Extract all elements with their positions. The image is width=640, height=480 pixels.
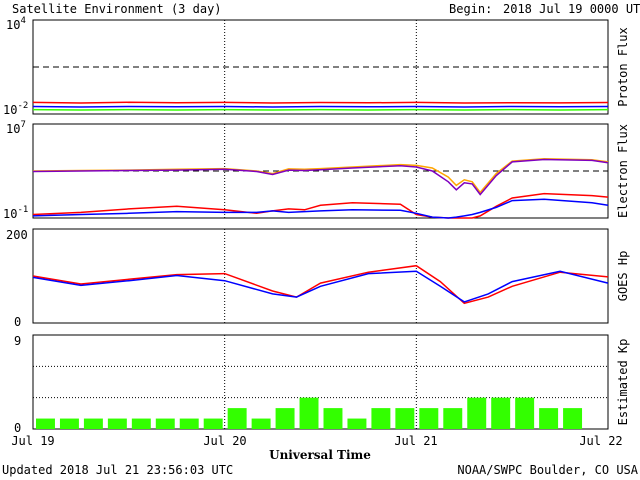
- proton-flux-ytick-top: 104: [6, 16, 26, 32]
- kp-bar: [347, 418, 367, 429]
- kp-bar: [203, 418, 223, 429]
- kp-bar: [155, 418, 175, 429]
- xtick-jul22: Jul 22: [579, 434, 622, 448]
- goes-hp-frame: [32, 228, 609, 324]
- kp-bar: [419, 408, 439, 429]
- blue-series-line: [32, 270, 609, 303]
- proton-flux-frame: [32, 19, 609, 115]
- kp-bar: [131, 418, 151, 429]
- kp-bar: [179, 418, 199, 429]
- kp-bar: [539, 408, 559, 429]
- goes-hp-series: [32, 264, 609, 305]
- red-series-line: [32, 101, 609, 104]
- goes-hp-day-gridlines: [224, 229, 417, 323]
- proton-flux-day-gridlines: [224, 20, 417, 114]
- kp-bar: [491, 397, 511, 429]
- electron-flux-ytick-bottom: 10-1: [3, 205, 28, 221]
- kp-bar: [443, 408, 463, 429]
- proton-flux-ytick-bottom: 10-2: [3, 101, 28, 117]
- proton-flux-panel: 104 10-2 Proton Flux: [3, 16, 630, 117]
- kp-bar: [467, 397, 487, 429]
- kp-panel: 9 0 Estimated Kp: [14, 334, 630, 435]
- kp-bar: [36, 418, 55, 429]
- begin-label: Begin:: [449, 2, 492, 16]
- goes-hp-ylabel: GOES Hp: [616, 251, 630, 302]
- electron-flux-day-gridlines: [224, 124, 417, 218]
- electron-flux-panel: 107 10-1 Electron Flux: [3, 120, 630, 221]
- electron-flux-series: [32, 158, 609, 219]
- kp-bar: [275, 408, 295, 429]
- kp-bars: [36, 397, 583, 429]
- blue-series-line: [32, 105, 609, 108]
- proton-flux-ylabel: Proton Flux: [616, 27, 630, 106]
- red-series-line: [32, 264, 609, 305]
- xtick-jul19: Jul 19: [11, 434, 54, 448]
- kp-ytick-bottom: 0: [14, 421, 21, 435]
- kp-bar: [371, 408, 391, 429]
- electron-flux-ytick-top: 107: [6, 120, 26, 136]
- kp-ytick-top: 9: [14, 334, 21, 348]
- kp-bar: [323, 408, 343, 429]
- blue-series-line: [32, 198, 609, 219]
- kp-bar: [563, 408, 583, 429]
- x-axis-label: Universal Time: [269, 448, 371, 462]
- kp-bar: [515, 397, 535, 429]
- kp-ylabel: Estimated Kp: [616, 339, 630, 426]
- kp-bar: [395, 408, 415, 429]
- xtick-jul20: Jul 20: [203, 434, 246, 448]
- updated-timestamp: Updated 2018 Jul 21 23:56:03 UTC: [2, 463, 233, 477]
- kp-bar: [107, 418, 127, 429]
- orange-series-line: [32, 158, 609, 194]
- purple-series-line: [32, 158, 609, 196]
- figure-title: Satellite Environment (3 day): [12, 2, 222, 16]
- kp-bar: [59, 418, 79, 429]
- goes-hp-panel: 200 0 GOES Hp: [6, 228, 630, 329]
- credit-text: NOAA/SWPC Boulder, CO USA: [457, 463, 638, 477]
- goes-hp-ytick-top: 200: [6, 228, 28, 242]
- red-series-line: [32, 192, 609, 219]
- electron-flux-ylabel: Electron Flux: [616, 124, 630, 218]
- kp-bar: [251, 418, 271, 429]
- kp-frame: [32, 334, 609, 430]
- begin-value: 2018 Jul 19 0000 UTC: [503, 2, 640, 16]
- proton-flux-series: [32, 101, 609, 111]
- kp-bar: [227, 408, 247, 429]
- kp-day-gridlines: [224, 335, 417, 429]
- xtick-jul21: Jul 21: [394, 434, 437, 448]
- kp-bar: [83, 418, 103, 429]
- kp-bar: [299, 397, 319, 429]
- kp-level-gridlines: [33, 334, 608, 399]
- goes-hp-ytick-bottom: 0: [14, 315, 21, 329]
